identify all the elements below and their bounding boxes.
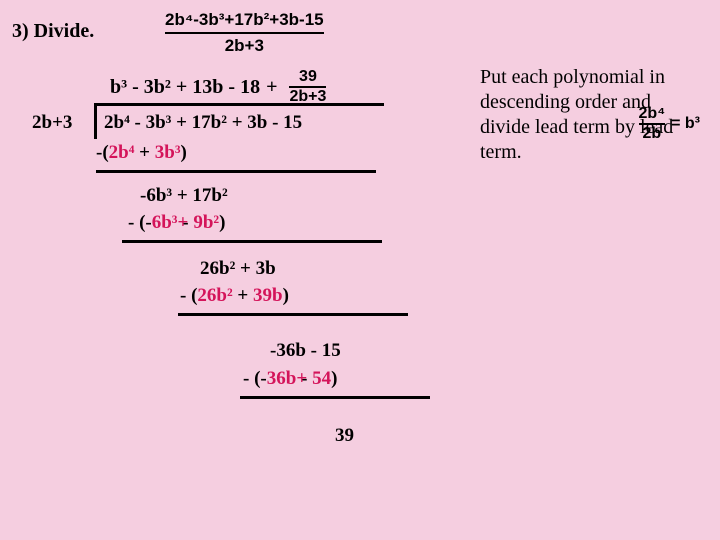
final-remainder: 39: [335, 425, 354, 447]
step3-m: + -: [178, 212, 194, 233]
line3: [178, 313, 408, 316]
plus-sign: +: [266, 76, 277, 99]
divisor: 2b+3: [32, 112, 72, 134]
leading-den: 2b: [642, 125, 661, 142]
step1-p2: ): [181, 142, 187, 163]
step1-m: +: [134, 142, 154, 163]
main-fraction: 2b⁴-3b³+17b²+3b-15 2b+3: [165, 10, 324, 56]
step1-r1: 2b⁴: [109, 142, 135, 163]
step2-remainder: -6b³ + 17b²: [140, 185, 228, 207]
step5-p1: - (: [180, 285, 197, 306]
step1-r2: 3b³: [155, 142, 181, 163]
step7-subtract: - (-36b+ - 54): [243, 368, 337, 390]
line4: [240, 396, 430, 399]
step1-subtract: -(2b⁴ + 3b³): [96, 142, 187, 164]
step3-r1: 6b³: [152, 212, 178, 233]
main-numerator: 2b⁴-3b³+17b²+3b-15: [165, 10, 324, 30]
step3-r2: 9b²: [193, 212, 219, 233]
remainder-fraction: 39 2b+3: [289, 68, 326, 106]
step6-remainder: -36b - 15: [270, 340, 341, 362]
main-denominator: 2b+3: [165, 36, 324, 56]
problem-number: 3) Divide.: [12, 20, 94, 43]
step7-p1: - (-: [243, 368, 267, 389]
step5-m: +: [233, 285, 253, 306]
step3-subtract: - (-6b³+ - 9b²): [128, 212, 225, 234]
line1: [96, 170, 376, 173]
leading-term-division: 2b⁴ 2b = b³: [639, 105, 700, 143]
quotient-terms: b³ - 3b² + 13b - 18: [110, 76, 260, 99]
quotient: b³ - 3b² + 13b - 18 + 39 2b+3: [110, 68, 326, 106]
leading-result: = b³: [671, 115, 700, 133]
dividend: 2b⁴ - 3b³ + 17b² + 3b - 15: [104, 112, 302, 134]
step5-r2: 39b: [253, 285, 283, 306]
line2: [122, 240, 382, 243]
remainder-num: 39: [299, 68, 317, 85]
step5-subtract: - (26b² + 39b): [180, 285, 289, 307]
step7-r2: 54: [312, 368, 331, 389]
step7-p2: ): [331, 368, 337, 389]
step1-p1: -(: [96, 142, 109, 163]
step5-r1: 26b²: [197, 285, 232, 306]
step4-remainder: 26b² + 3b: [200, 258, 276, 280]
step7-m: + -: [296, 368, 312, 389]
step3-p1: - (-: [128, 212, 152, 233]
leading-num: 2b⁴: [639, 105, 666, 122]
step7-r1: 36b: [267, 368, 297, 389]
fraction-bar: [165, 32, 324, 34]
step5-p2: ): [283, 285, 289, 306]
step3-p2: ): [219, 212, 225, 233]
